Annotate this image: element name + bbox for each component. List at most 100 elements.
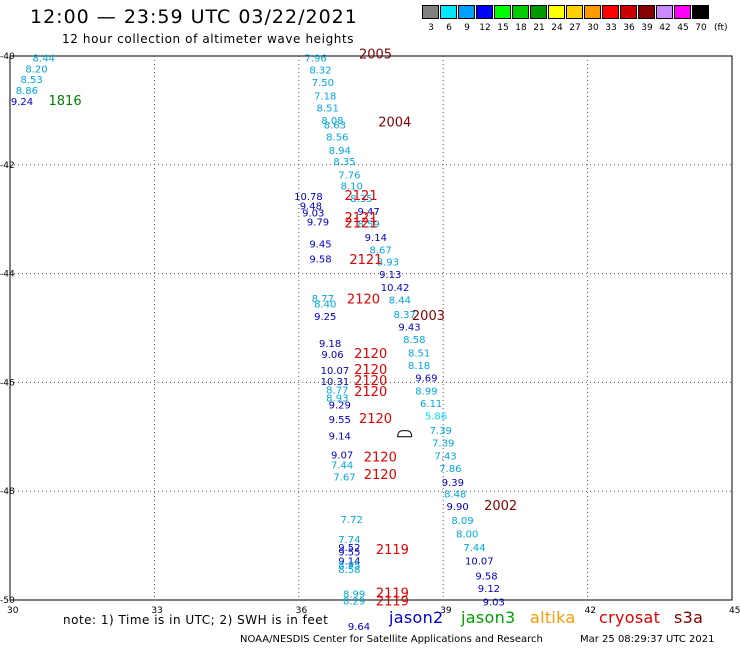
wave-height-point: 9.14 <box>329 432 351 443</box>
time-annotation: 2120 <box>364 450 397 465</box>
time-annotation: 2005 <box>359 48 392 63</box>
wave-height-point: 8.35 <box>350 194 372 205</box>
wave-height-point: 7.86 <box>439 464 461 475</box>
wave-height-point: 8.95 <box>338 560 360 571</box>
wave-height-point: 8.77 <box>326 385 348 396</box>
x-tick-label: 36 <box>296 606 308 616</box>
island-outline <box>397 430 413 438</box>
time-annotation: 2119 <box>376 594 409 609</box>
wave-height-point: 7.76 <box>338 170 360 181</box>
wave-height-point: 8.77 <box>312 294 334 305</box>
legend-swatch <box>584 5 601 19</box>
wave-height-point: 7.96 <box>305 53 327 64</box>
time-annotation: 2121 <box>345 189 378 204</box>
time-annotation: 2119 <box>376 586 409 601</box>
footer-note: note: 1) Time is in UTC; 2) SWH is in fe… <box>63 613 329 627</box>
y-tick-label: -50 <box>0 596 15 606</box>
wave-height-point: 8.09 <box>451 516 473 527</box>
wave-height-point: 9.69 <box>415 373 437 384</box>
wave-height-point: 10.78 <box>294 192 323 203</box>
wave-height-point: 7.18 <box>314 92 336 103</box>
wave-height-point: 7.74 <box>338 535 360 546</box>
y-tick-label: -46 <box>0 378 15 388</box>
y-tick-label: -42 <box>0 161 15 171</box>
y-tick-label: -48 <box>0 487 15 497</box>
legend-swatch-label: 9 <box>464 23 470 33</box>
wave-height-point: 10.07 <box>321 366 350 377</box>
legend-swatch-label: 42 <box>659 23 671 33</box>
wave-height-point: 9.55 <box>329 415 351 426</box>
time-annotation: 2119 <box>376 543 409 558</box>
legend-swatch <box>476 5 493 19</box>
wave-height-point: 5.86 <box>425 411 447 422</box>
legend-swatch-label: 15 <box>497 23 509 33</box>
wave-height-point: 9.14 <box>338 557 360 568</box>
wave-height-point: 8.63 <box>324 120 346 131</box>
wave-height-point: 9.47 <box>357 207 379 218</box>
wave-height-point: 8.99 <box>343 589 365 600</box>
time-annotation: 2121 <box>349 253 382 268</box>
legend-swatch <box>548 5 565 19</box>
wave-height-point: 8.93 <box>377 257 399 268</box>
wave-height-point: 8.00 <box>456 529 478 540</box>
legend-swatch-label: 18 <box>515 23 527 33</box>
wave-height-point: 9.39 <box>442 478 464 489</box>
wave-height-point: 8.18 <box>408 361 430 372</box>
wave-height-point: 8.40 <box>314 299 336 310</box>
x-tick-label: 45 <box>729 606 740 616</box>
wave-height-point: 8.51 <box>317 103 339 114</box>
legend-swatch-label: 3 <box>428 23 434 33</box>
legend-swatch <box>566 5 583 19</box>
time-annotation: 2002 <box>484 499 517 514</box>
plot-frame <box>9 55 733 601</box>
x-tick-label: 33 <box>151 606 162 616</box>
wave-height-point: 9.18 <box>319 339 341 350</box>
legend-swatch-label: 12 <box>479 23 491 33</box>
wave-height-point: 8.20 <box>25 64 47 75</box>
legend-swatch-label: 24 <box>551 23 563 33</box>
wave-height-point: 8.32 <box>309 65 331 76</box>
wave-height-point: 6.11 <box>420 399 442 410</box>
legend-swatch-label: 36 <box>623 23 635 33</box>
wave-height-point: 9.79 <box>307 218 329 229</box>
wave-height-point: 9.58 <box>475 571 497 582</box>
wave-height-point: 7.43 <box>434 452 456 463</box>
satellite-label-cryosat: cryosat <box>599 608 661 627</box>
x-tick-label: 39 <box>440 606 452 616</box>
wave-height-point: 10.42 <box>381 283 410 294</box>
wave-height-point: 10.31 <box>321 377 350 388</box>
legend-unit: (ft) <box>714 23 728 33</box>
wave-height-point: 8.48 <box>444 490 466 501</box>
legend-swatch-label: 21 <box>533 23 545 33</box>
legend-swatch-label: 70 <box>695 23 707 33</box>
wave-height-point: 8.29 <box>343 596 365 607</box>
wave-height-point: 8.58 <box>403 335 425 346</box>
wave-height-point: 8.08 <box>321 116 343 127</box>
chart-title: 12:00 — 23:59 UTC 03/22/2021 <box>30 6 358 28</box>
time-annotation: 1816 <box>49 94 82 109</box>
y-tick-label: -40 <box>0 52 15 62</box>
legend-swatch <box>692 5 709 19</box>
legend-swatch <box>674 5 691 19</box>
wave-height-point: 7.67 <box>333 472 355 483</box>
satellite-label-altika: altika <box>530 608 576 627</box>
wave-height-point: 7.50 <box>312 78 334 89</box>
legend-swatch-label: 39 <box>641 23 653 33</box>
wave-height-point: 8.99 <box>415 386 437 397</box>
wave-height-point: 8.51 <box>408 348 430 359</box>
legend-swatch <box>530 5 547 19</box>
wave-height-point: 9.90 <box>447 502 469 513</box>
legend-swatch-label: 30 <box>587 23 599 33</box>
wave-height-point: 9.13 <box>379 270 401 281</box>
wave-height-point: 8.37 <box>394 310 416 321</box>
satellite-label-jason3: jason3 <box>461 608 516 627</box>
legend-swatch <box>638 5 655 19</box>
wave-height-point: 7.72 <box>341 515 363 526</box>
y-tick-label: -44 <box>0 270 15 280</box>
legend-swatch <box>602 5 619 19</box>
wave-height-point: 9.55 <box>338 547 360 558</box>
time-annotation: 2120 <box>354 363 387 378</box>
legend-swatch <box>656 5 673 19</box>
wave-height-point: 9.29 <box>329 401 351 412</box>
time-annotation: 2121 <box>345 216 378 231</box>
